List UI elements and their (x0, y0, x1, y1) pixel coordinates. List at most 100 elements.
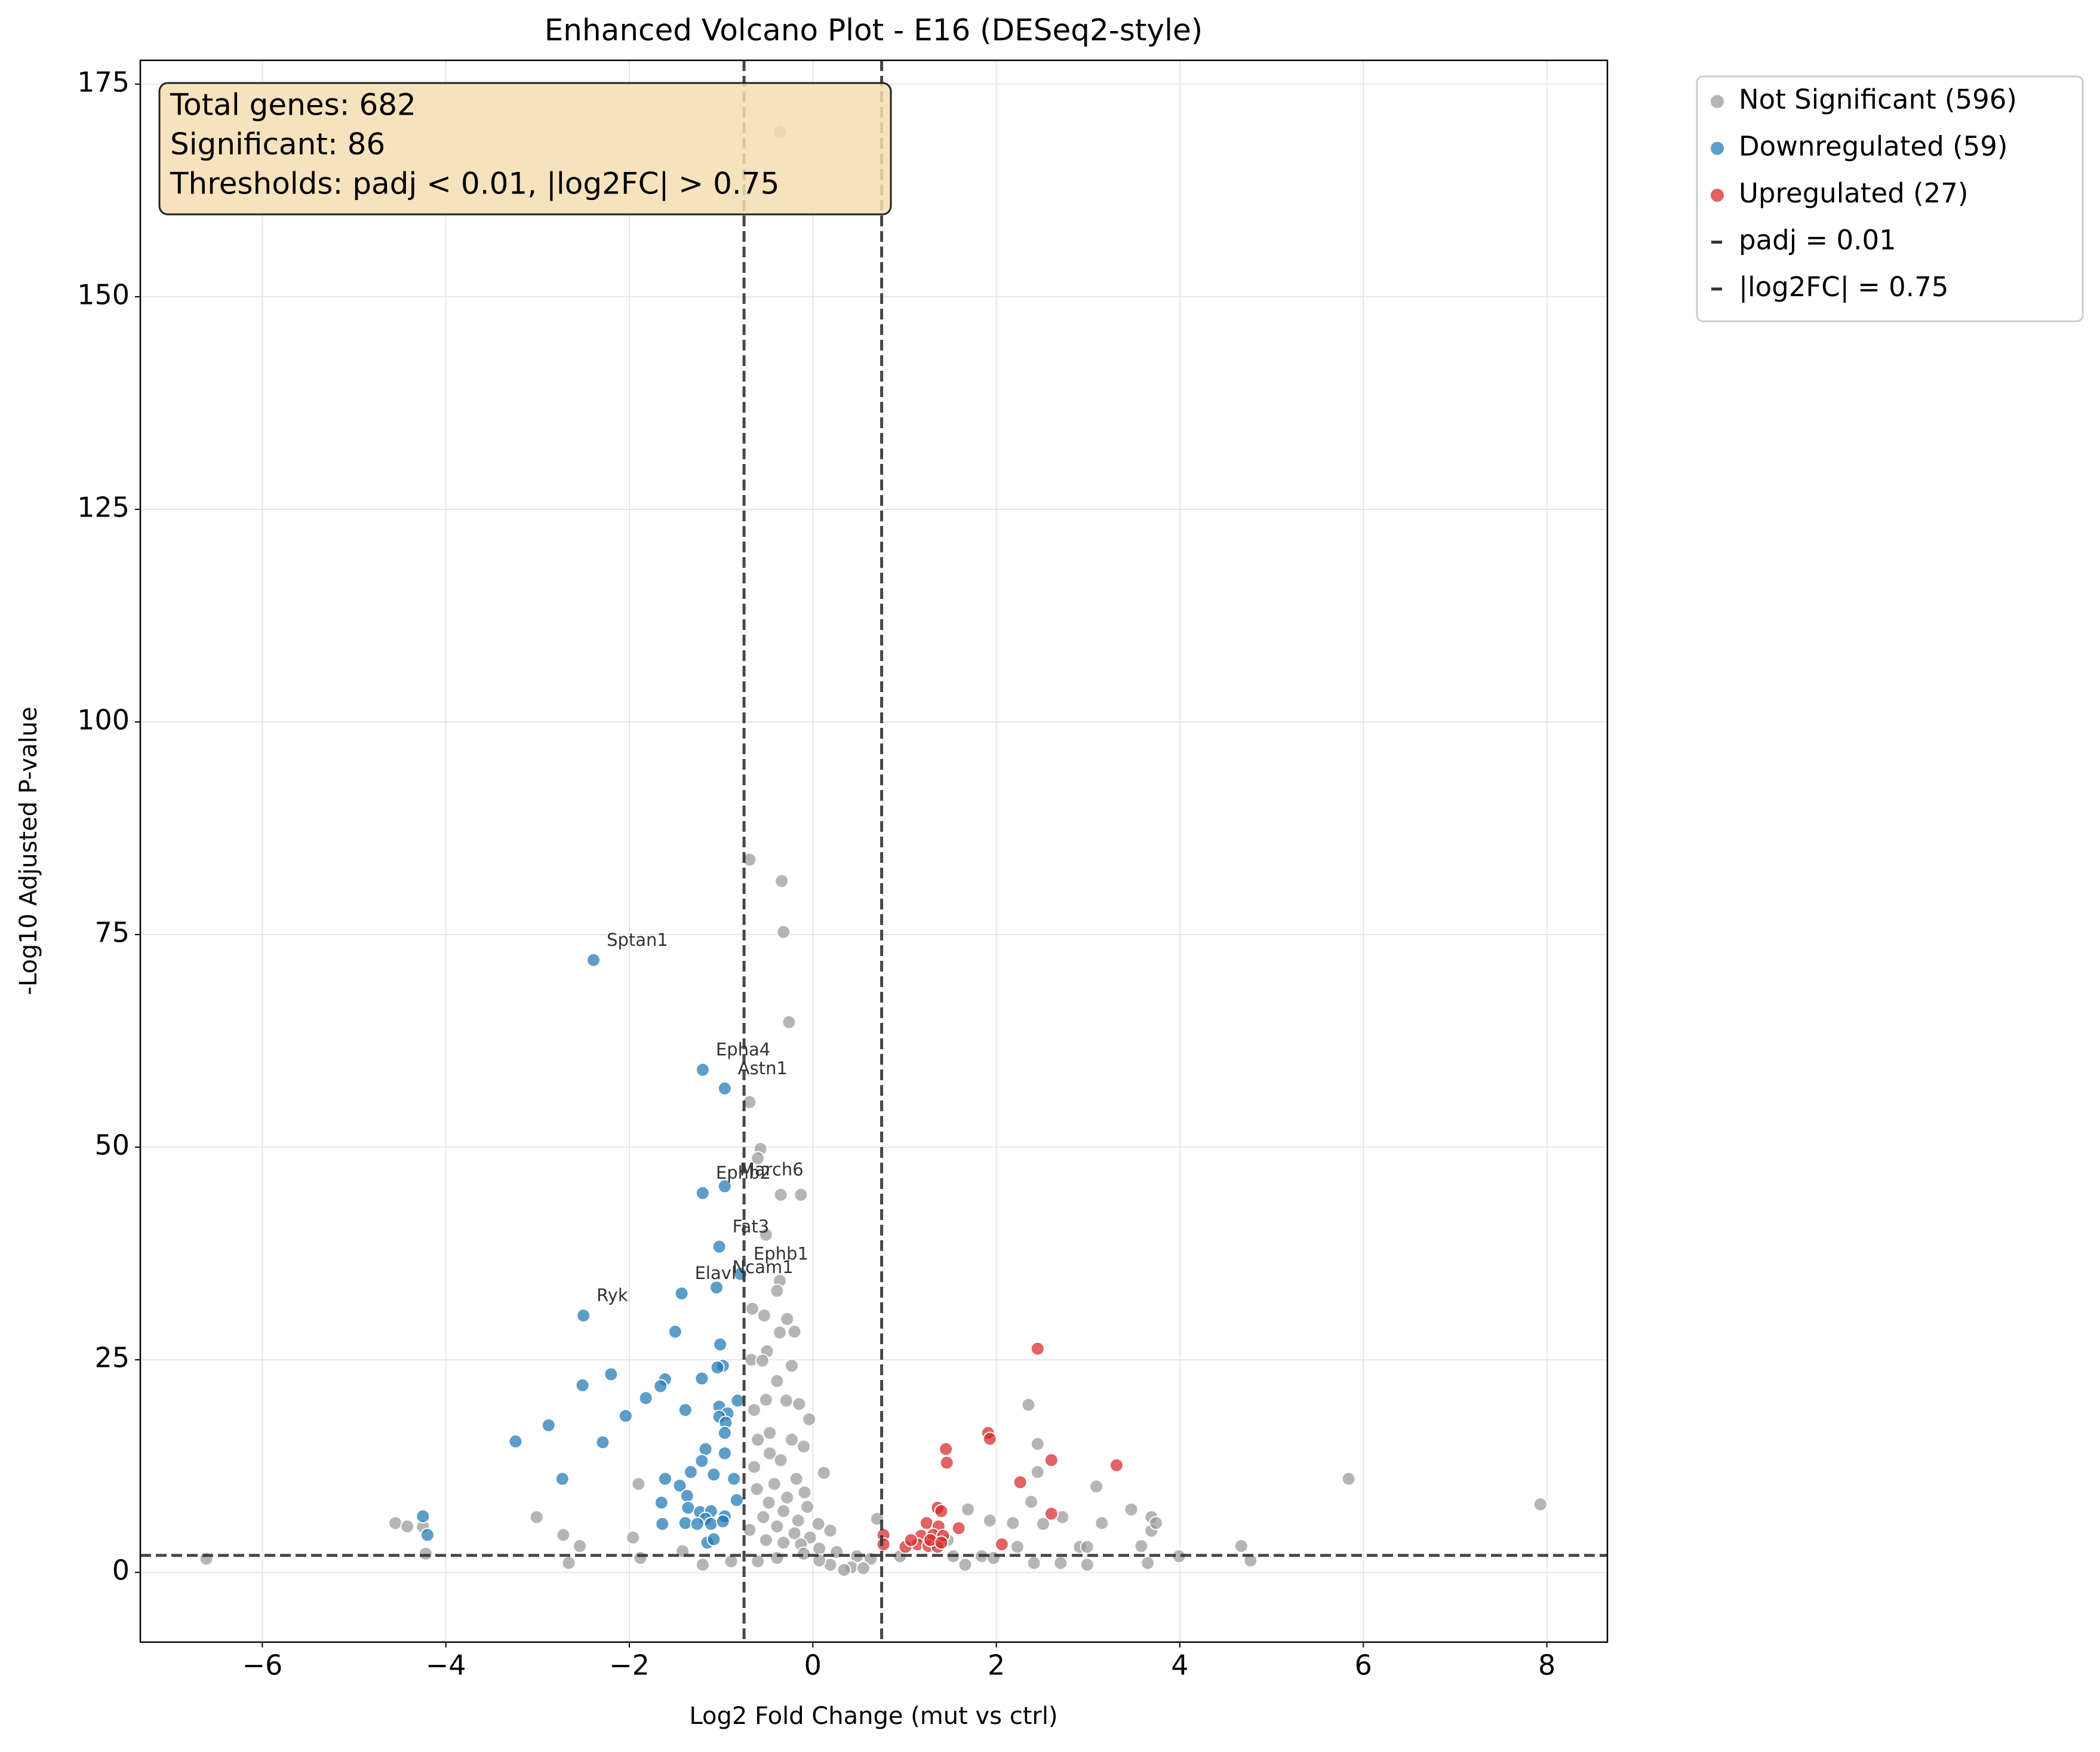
point (751, 1151, 765, 1166)
legend-label: Downregulated (59) (1739, 131, 2007, 162)
point (573, 1539, 588, 1554)
point (626, 1530, 641, 1545)
point (770, 1373, 785, 1388)
point (715, 1514, 730, 1529)
legend-marker (1711, 95, 1724, 108)
point (654, 1495, 669, 1510)
point (779, 1393, 794, 1408)
point (695, 1062, 710, 1077)
y-tick-label: 100 (77, 704, 130, 736)
x-tick-label: 6 (1355, 1649, 1372, 1682)
point (683, 1465, 698, 1480)
point (1006, 1516, 1020, 1530)
point (1080, 1539, 1094, 1554)
gene-label: March6 (740, 1159, 804, 1179)
point (1013, 1475, 1028, 1490)
point (388, 1516, 403, 1530)
point (919, 1516, 934, 1530)
gene-label: Epha4 (716, 1040, 770, 1060)
point (856, 1561, 871, 1576)
point (755, 1353, 770, 1368)
point (934, 1535, 949, 1550)
y-axis-label: -Log10 Adjusted P-value (15, 706, 42, 995)
gene-label: Elavl (695, 1263, 736, 1283)
point (961, 1502, 975, 1517)
y-tick-label: 50 (94, 1129, 130, 1161)
point (674, 1286, 689, 1301)
x-tick-label: 8 (1538, 1649, 1555, 1682)
x-tick-label: 2 (988, 1649, 1005, 1682)
point (706, 1467, 721, 1482)
x-tick-label: 4 (1171, 1649, 1188, 1682)
gene-label: Astn1 (738, 1058, 788, 1078)
point (982, 1431, 997, 1446)
point (1134, 1539, 1149, 1554)
point (796, 1439, 811, 1454)
stats-text: Thresholds: padj < 0.01, |log2FC| > 0.75 (170, 167, 779, 201)
point (1109, 1458, 1124, 1473)
point (695, 1557, 710, 1572)
point (690, 1517, 705, 1532)
point (776, 1535, 791, 1550)
stats-box (158, 82, 892, 216)
point (1234, 1539, 1249, 1554)
legend-label: Not Significant (596) (1739, 84, 2017, 115)
point (400, 1519, 415, 1534)
point (762, 1446, 777, 1461)
point (792, 1397, 807, 1412)
point (729, 1493, 744, 1508)
point (784, 1433, 799, 1447)
point (1089, 1479, 1104, 1494)
point (787, 1324, 802, 1339)
point (837, 1562, 851, 1577)
point (1030, 1437, 1045, 1452)
point (657, 1471, 672, 1486)
point (672, 1478, 687, 1493)
point (1053, 1556, 1068, 1570)
point (776, 1504, 791, 1519)
point (773, 1187, 788, 1202)
point (789, 1471, 804, 1486)
point (633, 1551, 648, 1566)
point (595, 1435, 610, 1450)
gene-label: Ncam1 (733, 1257, 794, 1277)
point (761, 1495, 776, 1510)
point (679, 1489, 694, 1504)
point (529, 1510, 544, 1524)
point (780, 1490, 795, 1505)
point (508, 1434, 523, 1449)
point (1010, 1539, 1025, 1554)
y-tick-label: 75 (94, 917, 130, 949)
point (982, 1513, 997, 1528)
point (784, 1358, 799, 1373)
point (418, 1546, 433, 1561)
point (1140, 1556, 1155, 1570)
point (556, 1527, 571, 1542)
gene-label: Ryk (597, 1285, 628, 1305)
point (706, 1532, 721, 1547)
point (751, 1554, 765, 1569)
point (709, 1280, 724, 1295)
point (655, 1517, 670, 1532)
gene-label: Ephb2 (716, 1163, 771, 1183)
point (758, 1533, 773, 1548)
point (416, 1509, 431, 1524)
x-tick-label: 0 (804, 1649, 822, 1682)
point (749, 1481, 764, 1496)
y-tick-label: 175 (77, 66, 130, 98)
point (776, 924, 791, 939)
point (787, 1526, 802, 1541)
point (712, 1239, 727, 1254)
y-tick-label: 150 (77, 278, 130, 311)
point (958, 1557, 973, 1572)
legend-label: padj = 0.01 (1739, 225, 1896, 256)
point (796, 1546, 811, 1561)
point (698, 1441, 713, 1456)
point (791, 1513, 805, 1528)
point (751, 1433, 765, 1447)
y-tick-label: 0 (112, 1554, 130, 1587)
point (561, 1556, 576, 1570)
point (555, 1471, 570, 1486)
point (1024, 1495, 1039, 1510)
